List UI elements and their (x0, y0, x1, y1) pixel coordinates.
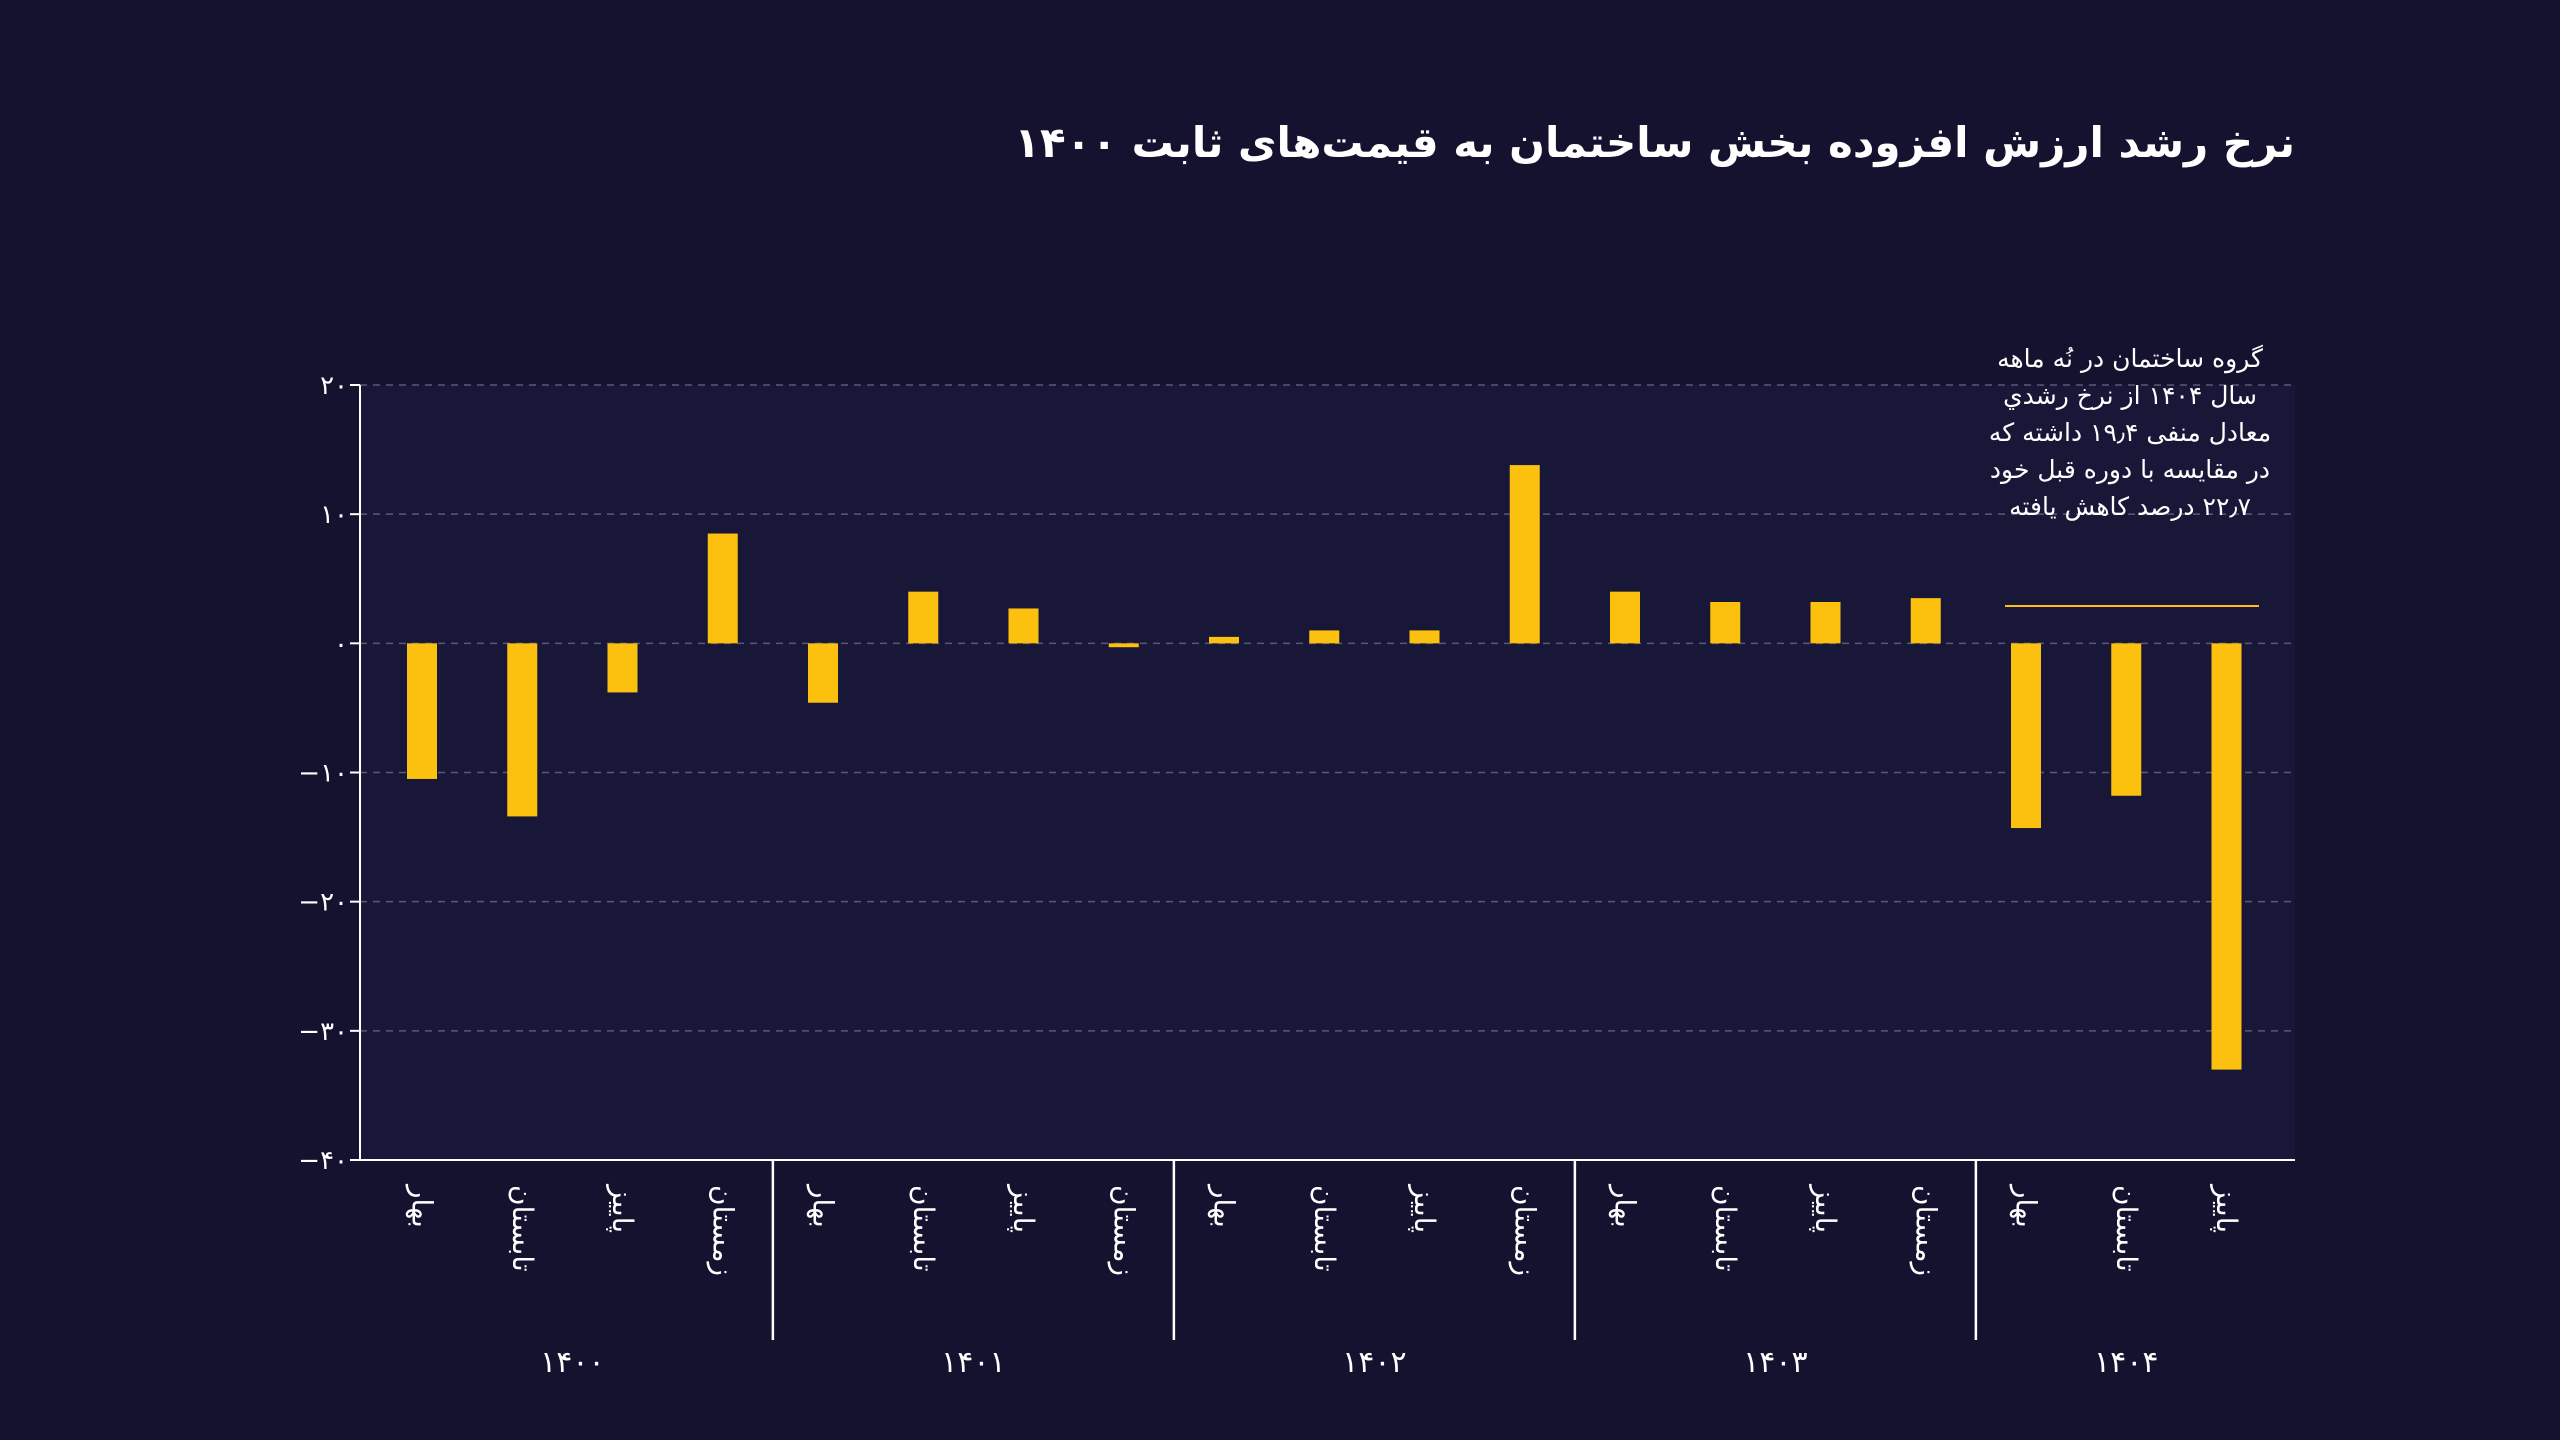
bar (1710, 602, 1741, 644)
x-tick-label: تابستان (1709, 1185, 1742, 1272)
chart-title: نرخ رشد ارزش افزوده بخش ساختمان به قیمت‌… (1014, 118, 2295, 167)
x-tick-label: تابستان (2110, 1185, 2143, 1272)
x-tick-label: پاییز (1007, 1183, 1040, 1233)
bar (407, 643, 437, 779)
y-tick-label: ۰ (334, 629, 348, 659)
y-tick-label: ۱۰ (320, 500, 348, 530)
bar (2011, 643, 2041, 829)
axes (359, 385, 2295, 1340)
year-group-label: ۱۴۰۲ (1342, 1345, 1406, 1380)
x-tick-label: زمستان (1508, 1185, 1541, 1276)
bar (1409, 630, 1440, 644)
x-tick-label: پاییز (2210, 1183, 2243, 1233)
year-group-label: ۱۴۰۱ (941, 1345, 1005, 1380)
annotation-text: گروه ساختمان در نُه ماهه سال ۱۴۰۴ از نرخ… (1988, 344, 2272, 521)
x-tick-label: پاییز (1408, 1183, 1441, 1233)
y-tick-label: −۲۰ (298, 888, 348, 918)
x-tick-label: بهار (807, 1183, 840, 1228)
bar (1610, 591, 1640, 644)
y-tick-label: −۳۰ (298, 1017, 348, 1047)
year-group-label: ۱۴۰۴ (2094, 1345, 2158, 1380)
bar (908, 591, 939, 644)
x-tick-label: تابستان (506, 1185, 539, 1272)
bar (2211, 643, 2242, 1070)
bar (1209, 636, 1239, 644)
bar (2111, 643, 2142, 796)
x-tick-label: زمستان (706, 1185, 739, 1276)
x-tick-label: بهار (1609, 1183, 1642, 1228)
bar (607, 643, 638, 693)
x-tick-label: تابستان (907, 1185, 940, 1272)
bar (707, 533, 738, 644)
x-tick-label: بهار (2010, 1183, 2043, 1228)
y-tick-label: ۲۰ (320, 371, 348, 401)
year-group-label: ۱۴۰۳ (1743, 1345, 1807, 1380)
bar (1509, 465, 1540, 644)
bar (1810, 602, 1841, 644)
bar (1008, 608, 1039, 644)
x-tick-labels: بهار تابستان پاییز زمستان بهار تابستان پاییز زم… (406, 1183, 2244, 1276)
x-tick-label: بهار (406, 1183, 439, 1228)
y-tick-labels: ۲۰ ۱۰ ۰ −۱۰ −۲۰ −۳۰ −۴۰ (298, 371, 348, 1176)
x-tick-label: پاییز (1809, 1183, 1842, 1233)
x-tick-label: بهار (1208, 1183, 1241, 1228)
x-tick-label: تابستان (1308, 1185, 1341, 1272)
bar (1108, 643, 1139, 648)
bar (808, 643, 838, 703)
x-tick-label: زمستان (1909, 1185, 1942, 1276)
year-group-label: ۱۴۰۰ (540, 1345, 604, 1380)
y-tick-label: −۱۰ (298, 759, 348, 789)
year-group-labels: ۱۴۰۰ ۱۴۰۱ ۱۴۰۲ ۱۴۰۳ ۱۴۰۴ (540, 1345, 2158, 1380)
bar (507, 643, 538, 817)
bar (1309, 630, 1340, 644)
bars (407, 465, 2242, 1070)
x-tick-label: پاییز (606, 1183, 639, 1233)
x-tick-label: زمستان (1107, 1185, 1140, 1276)
annotation-underline (2005, 605, 2259, 607)
y-tick-label: −۴۰ (298, 1146, 348, 1176)
bar (1910, 598, 1941, 644)
